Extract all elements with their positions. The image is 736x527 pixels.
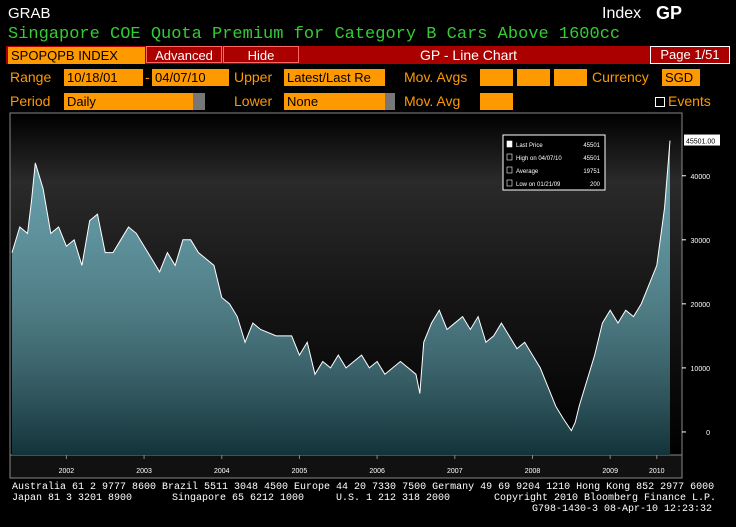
header-code: GP bbox=[656, 3, 683, 23]
mov-avg-box[interactable] bbox=[480, 69, 513, 86]
legend-icon bbox=[506, 179, 513, 187]
mov-avgs-label: Mov. Avgs bbox=[404, 69, 468, 85]
currency-label: Currency bbox=[592, 69, 649, 85]
legend-label: Last Price bbox=[516, 143, 543, 149]
y-tick-label: 10000 bbox=[691, 366, 711, 373]
legend-icon bbox=[506, 140, 513, 148]
x-axis-strip bbox=[9, 454, 683, 479]
legend-box bbox=[502, 134, 606, 191]
line bbox=[11, 140, 671, 432]
footer-contact: Singapore 65 6212 1000 bbox=[172, 493, 305, 504]
legend-label: Low on 01/21/09 bbox=[516, 182, 561, 188]
range-label: Range bbox=[10, 69, 52, 85]
upper-value[interactable]: Latest/Last Re bbox=[284, 69, 385, 86]
legend-value: 45501 bbox=[583, 156, 600, 162]
legend-label: High on 04/07/10 bbox=[516, 156, 562, 162]
header-left: GRAB bbox=[8, 5, 51, 22]
y-tick-label: 30000 bbox=[691, 238, 711, 245]
area-shade bbox=[12, 140, 670, 455]
y-tick-label: 40000 bbox=[691, 174, 711, 181]
mov-avg-box[interactable] bbox=[480, 93, 513, 110]
last-price-label: 45501.00 bbox=[686, 139, 715, 146]
x-tick-label: 2008 bbox=[525, 468, 541, 475]
legend-value: 200 bbox=[590, 182, 601, 188]
mov-avg-box[interactable] bbox=[554, 69, 587, 86]
y-tick-label: 20000 bbox=[691, 302, 711, 309]
x-tick-label: 2002 bbox=[59, 468, 75, 475]
mov-avg-box[interactable] bbox=[517, 69, 550, 86]
chart: Last Price 45501 High on 04/07/10 45501 Aver… bbox=[9, 112, 720, 479]
x-tick-label: 2004 bbox=[214, 468, 230, 475]
upper-label: Upper bbox=[234, 69, 273, 85]
view-name: GP - Line Chart bbox=[420, 47, 518, 63]
hide-button[interactable]: Hide bbox=[223, 46, 299, 63]
footer-contact: Japan 81 3 3201 8900 bbox=[12, 493, 133, 504]
lower-value[interactable]: None bbox=[284, 93, 395, 110]
footer-copyright: Copyright 2010 Bloomberg Finance L.P. bbox=[494, 493, 717, 504]
x-tick-label: 2007 bbox=[447, 468, 463, 475]
events-label: Events bbox=[668, 93, 711, 109]
footer-stamp: G798-1430-3 08-Apr-10 12:23:32 bbox=[532, 504, 713, 515]
footer-line: Australia 61 2 9777 8600 Brazil 5511 304… bbox=[12, 482, 715, 493]
title: Singapore COE Quota Premium for Category… bbox=[8, 25, 621, 44]
advanced-button[interactable]: Advanced bbox=[146, 46, 222, 63]
currency-value[interactable]: SGD bbox=[662, 69, 700, 86]
footer-contact: U.S. 1 212 318 2000 bbox=[336, 493, 451, 504]
range-sep: - bbox=[145, 69, 150, 85]
last-price-tag bbox=[684, 134, 720, 146]
period-label: Period bbox=[10, 93, 51, 109]
x-tick-label: 2003 bbox=[136, 468, 152, 475]
x-tick-label: 2009 bbox=[602, 468, 618, 475]
header-prefix: Index bbox=[602, 5, 642, 22]
legend-icon bbox=[506, 153, 513, 161]
legend-value: 19751 bbox=[583, 169, 600, 175]
events-checkbox[interactable] bbox=[655, 97, 665, 107]
y-tick-label: 0 bbox=[706, 430, 710, 437]
page-indicator: Page 1/51 bbox=[650, 46, 730, 64]
range-start[interactable]: 10/18/01 bbox=[64, 69, 143, 86]
legend-icon bbox=[506, 166, 513, 174]
period-value[interactable]: Daily bbox=[64, 93, 205, 110]
x-tick-label: 2010 bbox=[649, 468, 665, 475]
x-tick-label: 2005 bbox=[292, 468, 308, 475]
legend: Last Price 45501 High on 04/07/10 45501 Aver… bbox=[502, 134, 606, 191]
security-box[interactable]: SPOPQPB INDEX bbox=[8, 47, 145, 64]
lower-label: Lower bbox=[234, 93, 273, 109]
range-end[interactable]: 04/07/10 bbox=[152, 69, 229, 86]
x-tick-label: 2006 bbox=[369, 468, 385, 475]
legend-value: 45501 bbox=[583, 143, 600, 149]
mov-avg-label: Mov. Avg bbox=[404, 93, 461, 109]
legend-label: Average bbox=[516, 169, 539, 175]
